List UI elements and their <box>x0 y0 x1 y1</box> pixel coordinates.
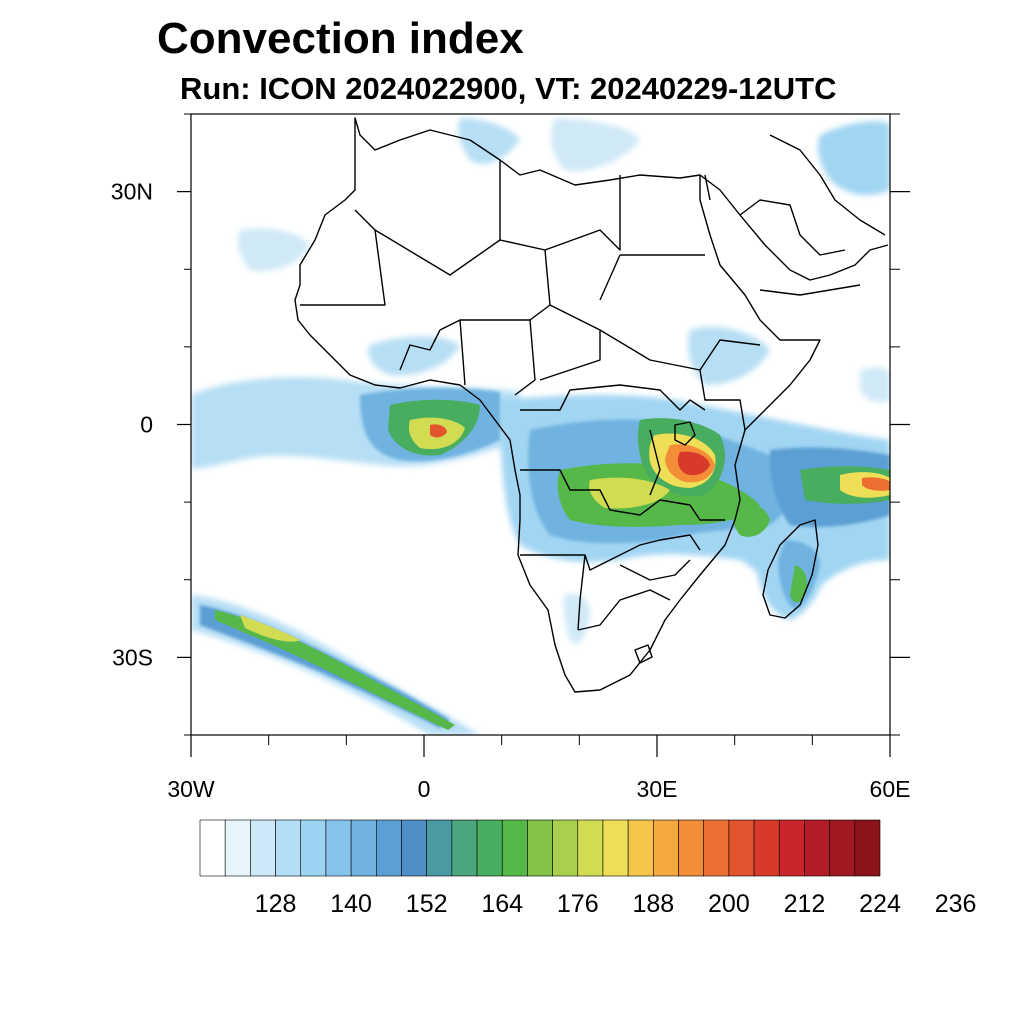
border-line-3 <box>499 160 621 251</box>
colorbar-label: 140 <box>330 890 372 918</box>
border-line-5 <box>599 329 761 431</box>
field-light-east-africa <box>688 326 770 385</box>
colorbar-swatch <box>602 819 629 877</box>
colorbar-swatch <box>501 819 528 877</box>
colorbar-swatch <box>778 819 805 877</box>
colorbar-swatch <box>275 819 302 877</box>
colorbar-swatch <box>653 819 679 877</box>
colorbar-label: 236 <box>935 890 977 918</box>
colorbar-swatch <box>451 819 478 877</box>
colorbar-swatch <box>375 819 402 877</box>
colorbar-label: 176 <box>557 890 599 918</box>
colorbar-label: 200 <box>708 890 750 918</box>
colorbar-label: 212 <box>784 890 826 918</box>
colorbar-swatch <box>250 819 276 877</box>
field-green-mozambique <box>732 503 770 537</box>
border-line-9 <box>520 534 701 631</box>
colorbar-swatch <box>325 819 352 877</box>
colorbar-swatch <box>426 819 453 877</box>
colorbar-swatch <box>476 819 503 877</box>
lake-victoria <box>674 421 696 446</box>
lesotho <box>634 644 653 664</box>
border-line-10 <box>577 559 691 631</box>
colorbar-swatch <box>804 819 830 877</box>
lat-tick-label: 0 <box>140 412 153 438</box>
field-orange-indian <box>862 477 890 491</box>
plot-area: 30N 0 30S 30W 0 30E 60E <box>111 113 911 802</box>
colorbar-swatch <box>224 819 251 877</box>
field-red-atlantic <box>430 424 447 438</box>
field-red-core <box>678 451 710 476</box>
lat-tick-label: 30S <box>112 644 153 670</box>
field-light-med-east <box>551 118 640 171</box>
map-subtitle: Run: ICON 2024022900, VT: 20240229-12UTC <box>180 71 837 106</box>
lon-tick-label: 0 <box>418 776 431 802</box>
field-yellow-congo <box>589 477 670 509</box>
colorbar-swatch <box>401 819 427 877</box>
field-light-guinea <box>368 336 460 376</box>
map-title: Convection index <box>157 14 524 63</box>
border-line-7 <box>520 384 706 411</box>
africa-coastline <box>294 117 821 693</box>
colorbar-swatch <box>577 819 604 877</box>
colorbar-swatch <box>627 819 654 877</box>
lon-tick-label: 30E <box>637 776 678 802</box>
madagascar-outline <box>762 519 819 619</box>
field-green-madagascar <box>790 565 807 603</box>
axis-ticks: 30N 0 30S 30W 0 30E 60E <box>111 113 911 802</box>
colorbar-label: 128 <box>255 890 297 918</box>
colorbar-swatch <box>527 819 553 877</box>
colorbar-label: 188 <box>632 890 674 918</box>
border-line-8 <box>520 429 725 521</box>
border-line-4 <box>539 254 705 381</box>
field-light-westsahara <box>237 228 310 272</box>
border-line-6 <box>399 319 536 396</box>
border-line-11 <box>704 174 861 296</box>
colorbar-label: 164 <box>481 890 523 918</box>
colorbar-label: 224 <box>859 890 901 918</box>
colorbar-swatch <box>728 819 755 877</box>
field-green-south-atlantic <box>215 610 455 730</box>
colorbar-swatch <box>753 819 780 877</box>
colorbar-swatch <box>350 819 377 877</box>
border-line-2 <box>374 229 551 331</box>
field-light-arabian <box>818 121 890 196</box>
field-light-benguela <box>563 593 590 644</box>
colorbar-swatch <box>678 819 705 877</box>
lat-tick-label: 30N <box>111 179 153 205</box>
coastlines-borders <box>294 117 889 693</box>
border-line-1 <box>300 209 386 306</box>
convection-field <box>191 118 890 735</box>
colorbar-swatch <box>552 819 579 877</box>
field-light-north-med <box>458 118 520 164</box>
arabia-coastline <box>699 134 889 281</box>
field-light-indian-ne <box>860 367 890 402</box>
colorbar-swatch <box>829 819 856 877</box>
lon-tick-label: 60E <box>870 776 911 802</box>
colorbar-swatch <box>854 819 881 877</box>
colorbar-swatch <box>199 819 226 877</box>
colorbar-swatch <box>300 819 327 877</box>
lon-tick-label: 30W <box>167 776 215 802</box>
colorbar-label: 152 <box>406 890 448 918</box>
colorbar-swatch <box>703 819 730 877</box>
field-yellow-south-atlantic <box>240 615 300 642</box>
colorbar: 128 140 152 164 176 188 200 212 224 236 <box>199 819 977 918</box>
